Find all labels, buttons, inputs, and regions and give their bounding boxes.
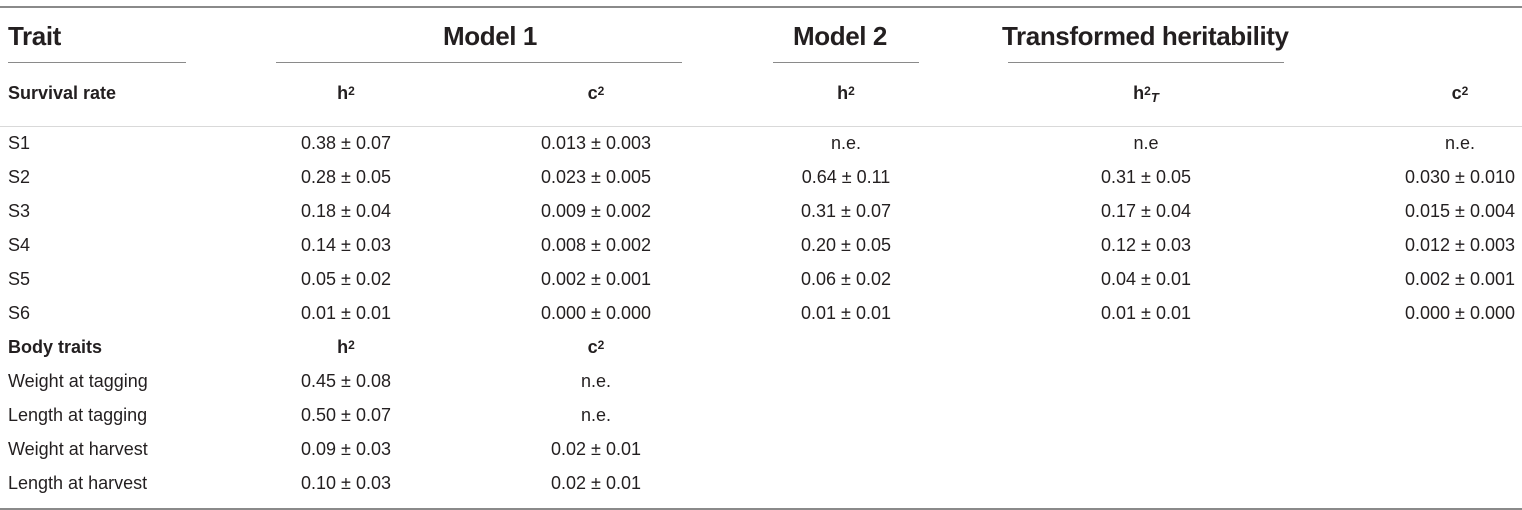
model2-h2-cell: 0.01 ± 0.01: [801, 303, 891, 323]
h-symbol: h: [337, 337, 349, 357]
model1-h2-header: h2: [337, 78, 355, 108]
trait-cell: S6: [8, 303, 31, 323]
survival-rate-section-label: Survival rate: [8, 83, 117, 103]
model1-group-header: Model 1: [443, 21, 537, 51]
model1-c2-cell: 0.008 ± 0.002: [541, 235, 651, 255]
body-c2-cell: 0.02 ± 0.01: [551, 439, 641, 459]
body-h2-cell: 0.45 ± 0.08: [301, 371, 391, 391]
model1-c2-cell: 0.002 ± 0.001: [541, 269, 651, 289]
squared-superscript: 2: [348, 338, 355, 352]
transformed-h2-cell: 0.17 ± 0.04: [1101, 201, 1191, 221]
trait-cell: S4: [8, 235, 31, 255]
body-c2-cell: n.e.: [580, 405, 612, 425]
squared-superscript: 2: [1144, 84, 1151, 98]
trait-cell: Length at harvest: [8, 473, 148, 493]
transformed-c2-cell: 0.030 ± 0.010: [1405, 167, 1515, 187]
transformed-h2-cell: 0.01 ± 0.01: [1101, 303, 1191, 323]
transformed-c2-cell: n.e.: [1444, 133, 1476, 153]
transformed-h2-cell: n.e: [1133, 133, 1159, 153]
squared-superscript: 2: [597, 338, 605, 352]
model2-h2-cell: 0.06 ± 0.02: [801, 269, 891, 289]
trait-cell: S3: [8, 201, 31, 221]
model2-h2-cell: 0.31 ± 0.07: [801, 201, 891, 221]
h-symbol: h: [837, 83, 849, 103]
squared-superscript: 2: [1461, 84, 1469, 98]
transformed-h2-cell: 0.12 ± 0.03: [1101, 235, 1191, 255]
body-h2-cell: 0.09 ± 0.03: [301, 439, 391, 459]
t-subscript: T: [1150, 90, 1159, 105]
model1-group-rule: [276, 62, 682, 63]
table-top-rule: [0, 6, 1522, 8]
trait-cell: S5: [8, 269, 31, 289]
body-c2-cell: 0.02 ± 0.01: [551, 473, 641, 493]
h-symbol: h: [337, 83, 349, 103]
transformed-c2-cell: 0.012 ± 0.003: [1405, 235, 1515, 255]
trait-column-header: Trait: [8, 21, 61, 51]
body-h2-header: h2: [337, 330, 355, 364]
model1-h2-cell: 0.05 ± 0.02: [301, 269, 391, 289]
squared-superscript: 2: [597, 84, 605, 98]
model1-c2-header: c2: [588, 78, 605, 108]
transformed-c2-cell: 0.015 ± 0.004: [1405, 201, 1515, 221]
model2-h2-cell: 0.20 ± 0.05: [801, 235, 891, 255]
model1-c2-cell: 0.023 ± 0.005: [541, 167, 651, 187]
model2-h2-header: h2: [837, 78, 855, 108]
h-symbol: h: [1133, 83, 1145, 103]
model2-h2-cell: 0.64 ± 0.11: [801, 167, 891, 187]
transformed-c2-cell: 0.000 ± 0.000: [1405, 303, 1515, 323]
model1-h2-cell: 0.18 ± 0.04: [301, 201, 391, 221]
c-symbol: c: [587, 83, 598, 103]
model1-c2-cell: 0.009 ± 0.002: [541, 201, 651, 221]
transformed-h2-cell: 0.04 ± 0.01: [1101, 269, 1191, 289]
model1-c2-cell: 0.000 ± 0.000: [541, 303, 651, 323]
model2-group-header: Model 2: [793, 21, 887, 51]
model2-h2-cell: n.e.: [830, 133, 862, 153]
header-divider-rule: [0, 126, 1522, 127]
model2-group-rule: [773, 62, 919, 63]
body-c2-header: c2: [588, 330, 605, 364]
body-h2-cell: 0.50 ± 0.07: [301, 405, 391, 425]
c-symbol: c: [1451, 83, 1462, 103]
trait-cell: S2: [8, 167, 31, 187]
transformed-group-rule: [1008, 62, 1284, 63]
model1-h2-cell: 0.38 ± 0.07: [301, 133, 391, 153]
trait-cell: Length at tagging: [8, 405, 148, 425]
model1-c2-cell: 0.013 ± 0.003: [541, 133, 651, 153]
trait-group-rule: [8, 62, 186, 63]
squared-superscript: 2: [848, 84, 855, 98]
transformed-h2-cell: 0.31 ± 0.05: [1101, 167, 1191, 187]
body-traits-section-label: Body traits: [8, 337, 103, 357]
transformed-h2-header: h2T: [1133, 78, 1159, 110]
trait-cell: S1: [8, 133, 31, 153]
model1-h2-cell: 0.14 ± 0.03: [301, 235, 391, 255]
model1-h2-cell: 0.28 ± 0.05: [301, 167, 391, 187]
transformed-c2-cell: 0.002 ± 0.001: [1405, 269, 1515, 289]
table-bottom-rule: [0, 508, 1522, 510]
transformed-c2-header: c2: [1452, 78, 1469, 108]
model1-h2-cell: 0.01 ± 0.01: [301, 303, 391, 323]
transformed-heritability-group-header: Transformed heritability: [1002, 21, 1289, 51]
body-c2-cell: n.e.: [580, 371, 612, 391]
trait-cell: Weight at tagging: [8, 371, 148, 391]
trait-cell: Weight at harvest: [8, 439, 148, 459]
c-symbol: c: [587, 337, 598, 357]
squared-superscript: 2: [348, 84, 355, 98]
body-h2-cell: 0.10 ± 0.03: [301, 473, 391, 493]
